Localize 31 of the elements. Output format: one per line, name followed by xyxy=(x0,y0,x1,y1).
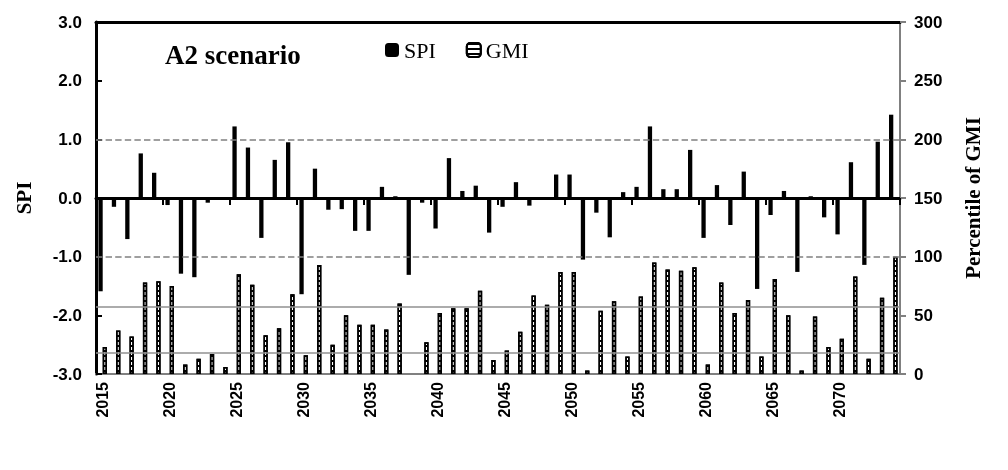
y-tick-label: -1.0 xyxy=(52,247,82,267)
text: A2 scenario xyxy=(165,39,301,70)
legend-label: SPI xyxy=(404,37,436,63)
y2-tick-label: 100 xyxy=(914,247,943,267)
y-tick-label: 0.0 xyxy=(58,188,82,208)
x-tick-label: 2045 xyxy=(496,381,514,418)
x-tick-label: 2030 xyxy=(295,381,313,418)
y-tick-label: -3.0 xyxy=(52,364,82,384)
y2-tick-label: 300 xyxy=(914,12,943,32)
x-tick-label: 2060 xyxy=(697,381,715,418)
x-tick-label: 2065 xyxy=(764,381,782,418)
x-tick-label: 2020 xyxy=(161,381,179,418)
y-tick-label: 1.0 xyxy=(58,129,82,149)
x-tick-label: 2070 xyxy=(831,381,849,418)
x-tick-label: 2050 xyxy=(563,381,581,418)
y2-tick-label: 250 xyxy=(914,71,943,91)
legend-label: GMI xyxy=(485,37,529,63)
y-axis-title: SPI xyxy=(11,181,36,215)
x-tick-label: 2055 xyxy=(630,381,648,418)
y-tick-label: -2.0 xyxy=(52,305,82,325)
y2-tick-label: 0 xyxy=(914,364,924,384)
y2-axis-title: Percentile of GMI xyxy=(960,117,985,279)
x-tick-label: 2015 xyxy=(94,381,112,418)
y-tick-label: 2.0 xyxy=(58,71,82,91)
x-tick-label: 2035 xyxy=(362,381,380,418)
y-tick-label: 3.0 xyxy=(58,12,82,32)
y2-tick-label: 200 xyxy=(914,129,943,149)
y2-tick-label: 150 xyxy=(914,188,943,208)
x-tick-label: 2040 xyxy=(429,381,447,418)
x-tick-label: 2025 xyxy=(228,381,246,418)
y2-tick-label: 50 xyxy=(914,305,933,325)
